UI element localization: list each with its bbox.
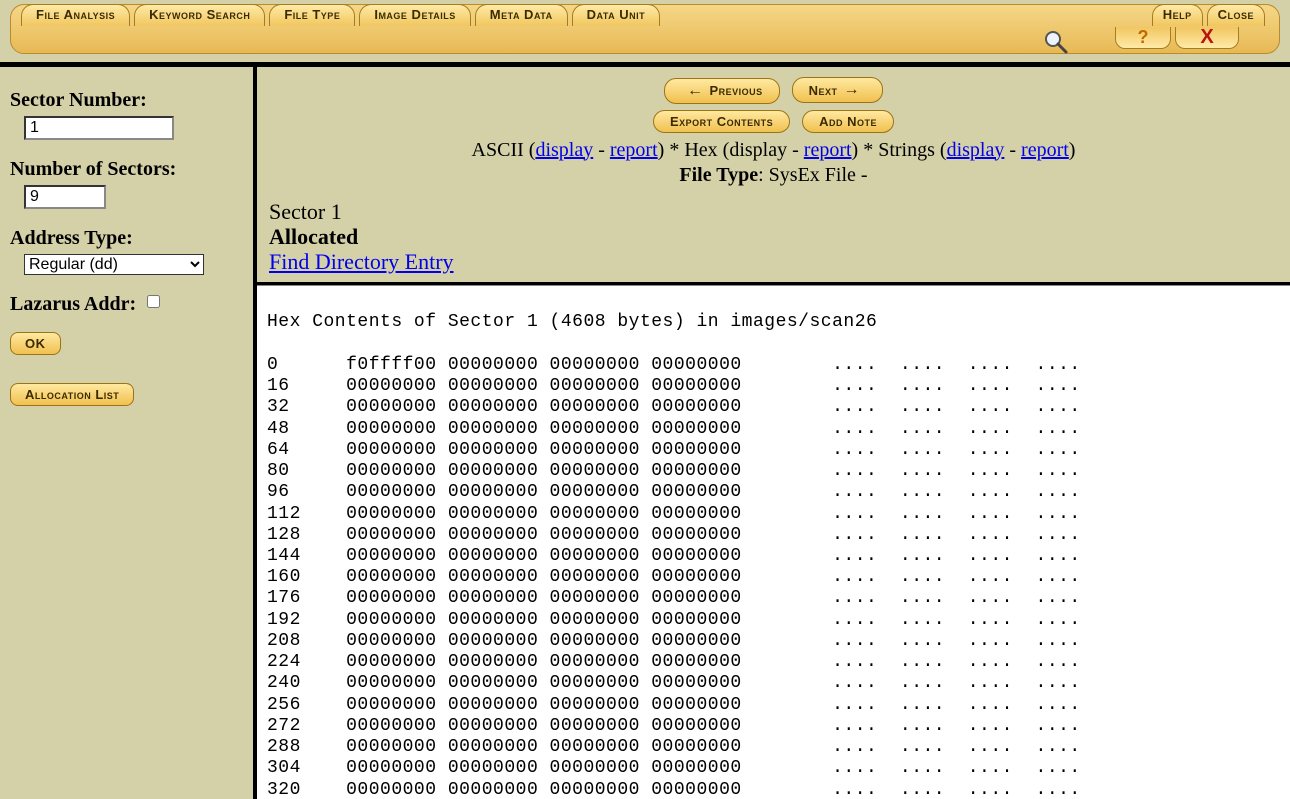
sector-number-label: Sector Number: bbox=[10, 89, 239, 112]
filetype-value: SysEx File - bbox=[769, 164, 868, 186]
mode-sep2: * bbox=[858, 139, 878, 161]
hex-report-link[interactable]: report bbox=[804, 139, 852, 161]
tab-file-analysis[interactable]: File Analysis bbox=[21, 4, 130, 26]
previous-button[interactable]: ← Previous bbox=[664, 78, 780, 104]
num-sectors-input[interactable] bbox=[24, 185, 106, 209]
ascii-report-link[interactable]: report bbox=[610, 139, 658, 161]
arrow-right-icon: → bbox=[844, 81, 861, 99]
add-note-button[interactable]: Add Note bbox=[802, 110, 894, 133]
next-button[interactable]: Next → bbox=[792, 77, 883, 103]
ascii-mode-label: ASCII bbox=[472, 139, 524, 161]
filetype-label: File Type bbox=[679, 164, 758, 186]
mode-sep1: * bbox=[664, 139, 684, 161]
close-glyph-button[interactable]: X bbox=[1175, 27, 1239, 49]
tab-meta-data[interactable]: Meta Data bbox=[475, 4, 568, 26]
find-directory-entry-link[interactable]: Find Directory Entry bbox=[269, 249, 454, 274]
previous-label: Previous bbox=[709, 83, 762, 98]
view-modes-row: ASCII (display - report) * Hex (display … bbox=[269, 139, 1278, 162]
sector-number-input[interactable] bbox=[24, 116, 174, 140]
sidebar: Sector Number: Number of Sectors: Addres… bbox=[0, 67, 257, 799]
strings-report-link[interactable]: report bbox=[1021, 139, 1069, 161]
hex-mode-label: Hex bbox=[684, 139, 717, 161]
num-sectors-label: Number of Sectors: bbox=[10, 158, 239, 181]
export-contents-button[interactable]: Export Contents bbox=[653, 110, 790, 133]
top-toolbar: File Analysis Keyword Search File Type I… bbox=[10, 4, 1280, 54]
search-icon[interactable] bbox=[1043, 29, 1069, 55]
tab-help[interactable]: Help bbox=[1152, 4, 1203, 26]
address-type-select[interactable]: Regular (dd) bbox=[24, 254, 204, 275]
hex-dump[interactable]: Hex Contents of Sector 1 (4608 bytes) in… bbox=[257, 304, 1290, 799]
arrow-left-icon: ← bbox=[687, 82, 704, 100]
ascii-display-link[interactable]: display bbox=[535, 139, 593, 161]
tab-data-unit[interactable]: Data Unit bbox=[572, 4, 661, 26]
address-type-label: Address Type: bbox=[10, 227, 239, 250]
strings-display-link[interactable]: display bbox=[947, 139, 1005, 161]
hex-display-current: display bbox=[729, 139, 787, 161]
next-label: Next bbox=[809, 83, 838, 98]
allocation-list-button[interactable]: Allocation List bbox=[10, 383, 134, 406]
lazarus-checkbox[interactable] bbox=[147, 295, 160, 308]
tab-keyword-search[interactable]: Keyword Search bbox=[134, 4, 265, 26]
ok-button[interactable]: OK bbox=[10, 332, 61, 355]
tab-image-details[interactable]: Image Details bbox=[359, 4, 470, 26]
content-header: ← Previous Next → Export Contents Add No… bbox=[257, 67, 1290, 285]
strings-mode-label: Strings bbox=[878, 139, 935, 161]
help-glyph-button[interactable]: ? bbox=[1115, 27, 1171, 49]
allocation-status: Allocated bbox=[269, 224, 1278, 249]
lazarus-label: Lazarus Addr: bbox=[10, 293, 136, 315]
tab-file-type[interactable]: File Type bbox=[269, 4, 355, 26]
sector-heading: Sector 1 bbox=[269, 199, 1278, 224]
tab-close[interactable]: Close bbox=[1207, 4, 1265, 26]
